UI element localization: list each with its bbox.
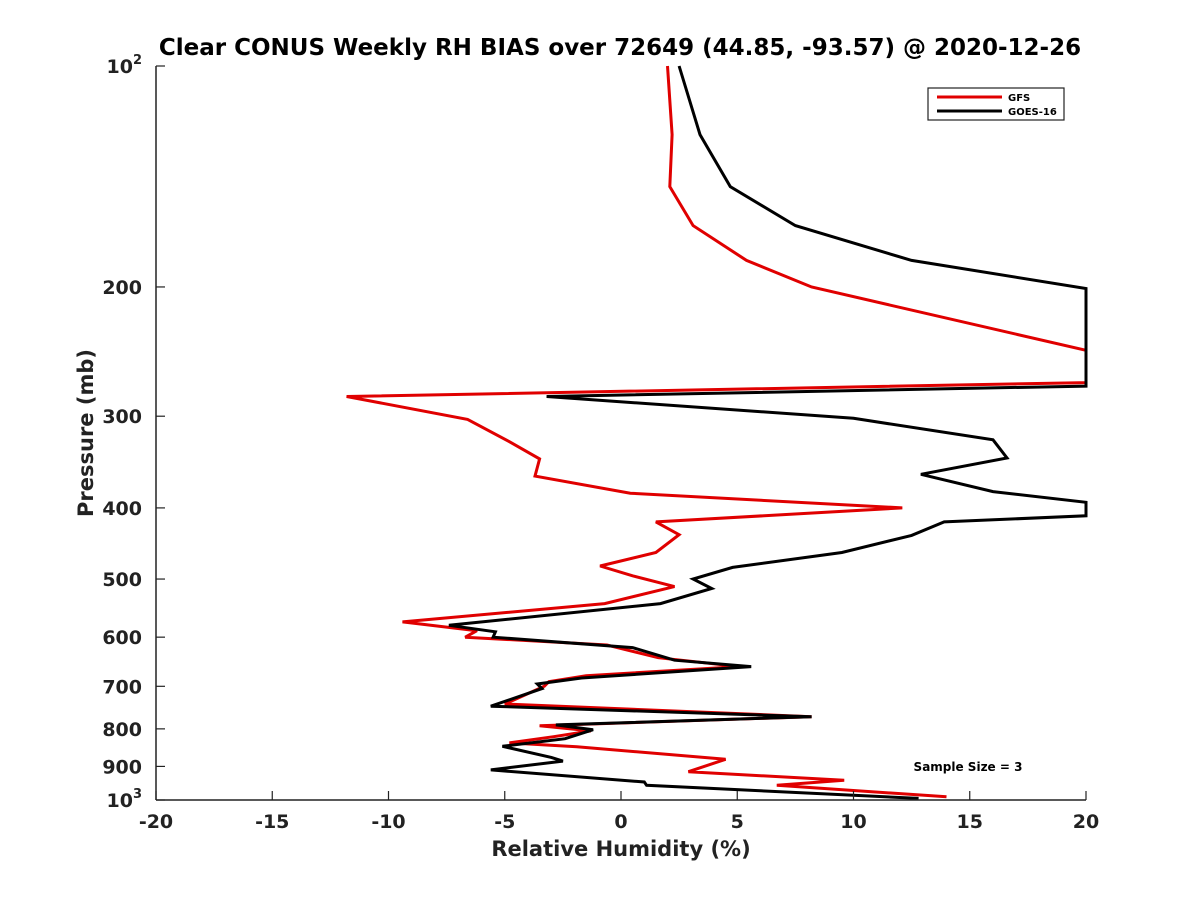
legend-label-gfs: GFS [1008, 93, 1030, 104]
x-tick-label: 20 [1073, 811, 1099, 833]
axis-layer: -20 -15 -10 -5 0 5 10 15 20 102 200 300 400 500 600 700… [74, 53, 1099, 861]
y-tick-label: 900 [102, 756, 142, 778]
series-line-goes-16 [448, 65, 1088, 800]
sample-size-annotation: Sample Size = 3 [914, 760, 1023, 774]
y-tick-label: 400 [102, 498, 142, 520]
y-tick-label: 102 [107, 53, 143, 78]
x-tick-label: -15 [255, 811, 289, 833]
y-tick-label: 300 [102, 406, 142, 428]
legend-label-goes-16: GOES-16 [1008, 107, 1057, 118]
x-tick-label: -5 [494, 811, 515, 833]
x-tick-label: 5 [731, 811, 744, 833]
x-axis-label: Relative Humidity (%) [491, 837, 750, 861]
y-tick-label: 700 [102, 676, 142, 698]
y-tick-label: 600 [102, 627, 142, 649]
legend-box [927, 87, 1065, 121]
legend: GFS GOES-16 [927, 87, 1065, 121]
y-tick-label: 800 [102, 719, 142, 741]
x-tick-label: 15 [957, 811, 983, 833]
y-tick-label: 500 [102, 569, 142, 591]
chart-title: Clear CONUS Weekly RH BIAS over 72649 (4… [159, 35, 1081, 61]
y-axis-label: Pressure (mb) [74, 349, 98, 517]
x-tick-label: 10 [840, 811, 866, 833]
plot-area: -20 -15 -10 -5 0 5 10 15 20 102 200 300 400 500 600 700… [74, 53, 1099, 861]
x-tick-label: 0 [614, 811, 627, 833]
x-tick-label: -10 [371, 811, 405, 833]
x-tick-label: -20 [139, 811, 173, 833]
y-tick-label: 200 [102, 277, 142, 299]
y-tick-label: 103 [107, 787, 143, 812]
series-line-gfs [346, 65, 1088, 799]
series-layer [346, 65, 1088, 800]
